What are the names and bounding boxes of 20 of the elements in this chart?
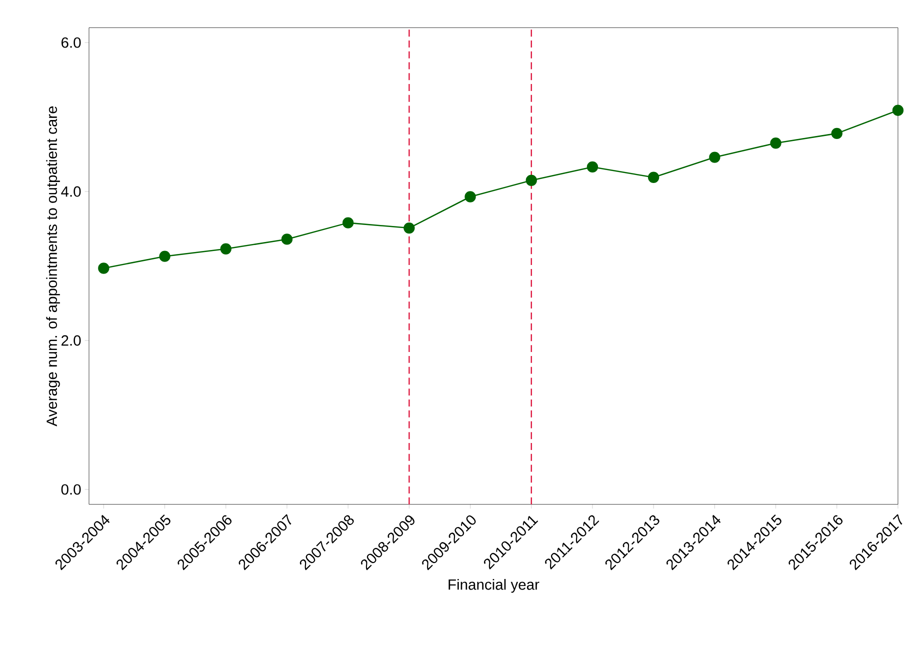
y-axis-title: Average num. of appointments to outpatient care	[46, 106, 60, 426]
point	[464, 191, 476, 202]
point	[892, 104, 904, 116]
point	[98, 262, 110, 274]
point	[342, 217, 354, 229]
point	[709, 152, 720, 163]
point	[831, 128, 842, 140]
point	[526, 174, 537, 186]
y-tick-label: 6.0	[62, 37, 81, 48]
point	[770, 138, 782, 149]
point	[586, 161, 598, 173]
point	[404, 222, 415, 234]
y-tick-label: 2.0	[62, 335, 81, 346]
point	[220, 243, 232, 255]
x-axis-title: Financial year	[448, 579, 540, 593]
point	[281, 234, 293, 245]
point	[159, 250, 170, 262]
point	[648, 172, 660, 184]
y-tick-label: 4.0	[61, 186, 81, 197]
y-tick-label: 0.0	[61, 484, 81, 495]
